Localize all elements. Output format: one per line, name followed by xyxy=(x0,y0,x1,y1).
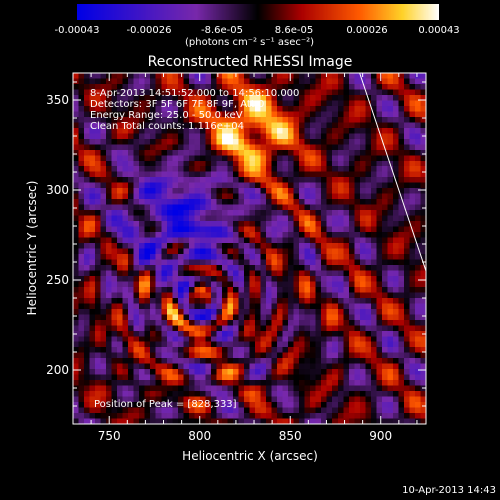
plot-timestamp: 10-Apr-2013 14:43 xyxy=(402,485,496,496)
annotation-time-range: 8-Apr-2013 14:51:52.000 to 14:56:10.000 xyxy=(90,88,299,99)
colorbar-tick-label: -0.00043 xyxy=(54,25,100,36)
annotation-detectors: Detectors: 3F 5F 6F 7F 8F 9F, Att 0 xyxy=(90,99,264,110)
colorbar-tick-label: 8.6e-05 xyxy=(274,25,314,36)
annotation-energy-range: Energy Range: 25.0 - 50.0 keV xyxy=(90,110,243,121)
plot-frame xyxy=(72,72,427,425)
x-tick-label: 900 xyxy=(369,429,392,443)
limb-line xyxy=(359,73,426,273)
x-tick-label: 800 xyxy=(188,429,211,443)
colorbar-tick-label: -0.00026 xyxy=(126,25,172,36)
y-tick-label: 200 xyxy=(46,363,69,377)
y-tick-label: 350 xyxy=(46,93,69,107)
colorbar-tick-label: -8.6e-05 xyxy=(201,25,243,36)
colorbar-units: (photons cm⁻² s⁻¹ asec⁻²) xyxy=(185,37,315,48)
y-tick-label: 300 xyxy=(46,183,69,197)
x-tick-label: 750 xyxy=(98,429,121,443)
colorbar-tick-label: 0.00026 xyxy=(346,25,388,36)
y-tick-label: 250 xyxy=(46,273,69,287)
y-axis-label: Heliocentric Y (arcsec) xyxy=(25,181,39,316)
annotation-clean-counts: Clean Total counts: 1.116e+04 xyxy=(90,121,244,132)
colorbar xyxy=(77,4,439,20)
x-tick-label: 850 xyxy=(279,429,302,443)
heatmap-image xyxy=(73,73,426,424)
annotation-peak-position: Position of Peak = [828,333] xyxy=(94,399,237,410)
x-axis-label: Heliocentric X (arcsec) xyxy=(182,449,318,463)
colorbar-tick-label: 0.00043 xyxy=(418,25,460,36)
chart-title: Reconstructed RHESSI Image xyxy=(147,54,353,70)
